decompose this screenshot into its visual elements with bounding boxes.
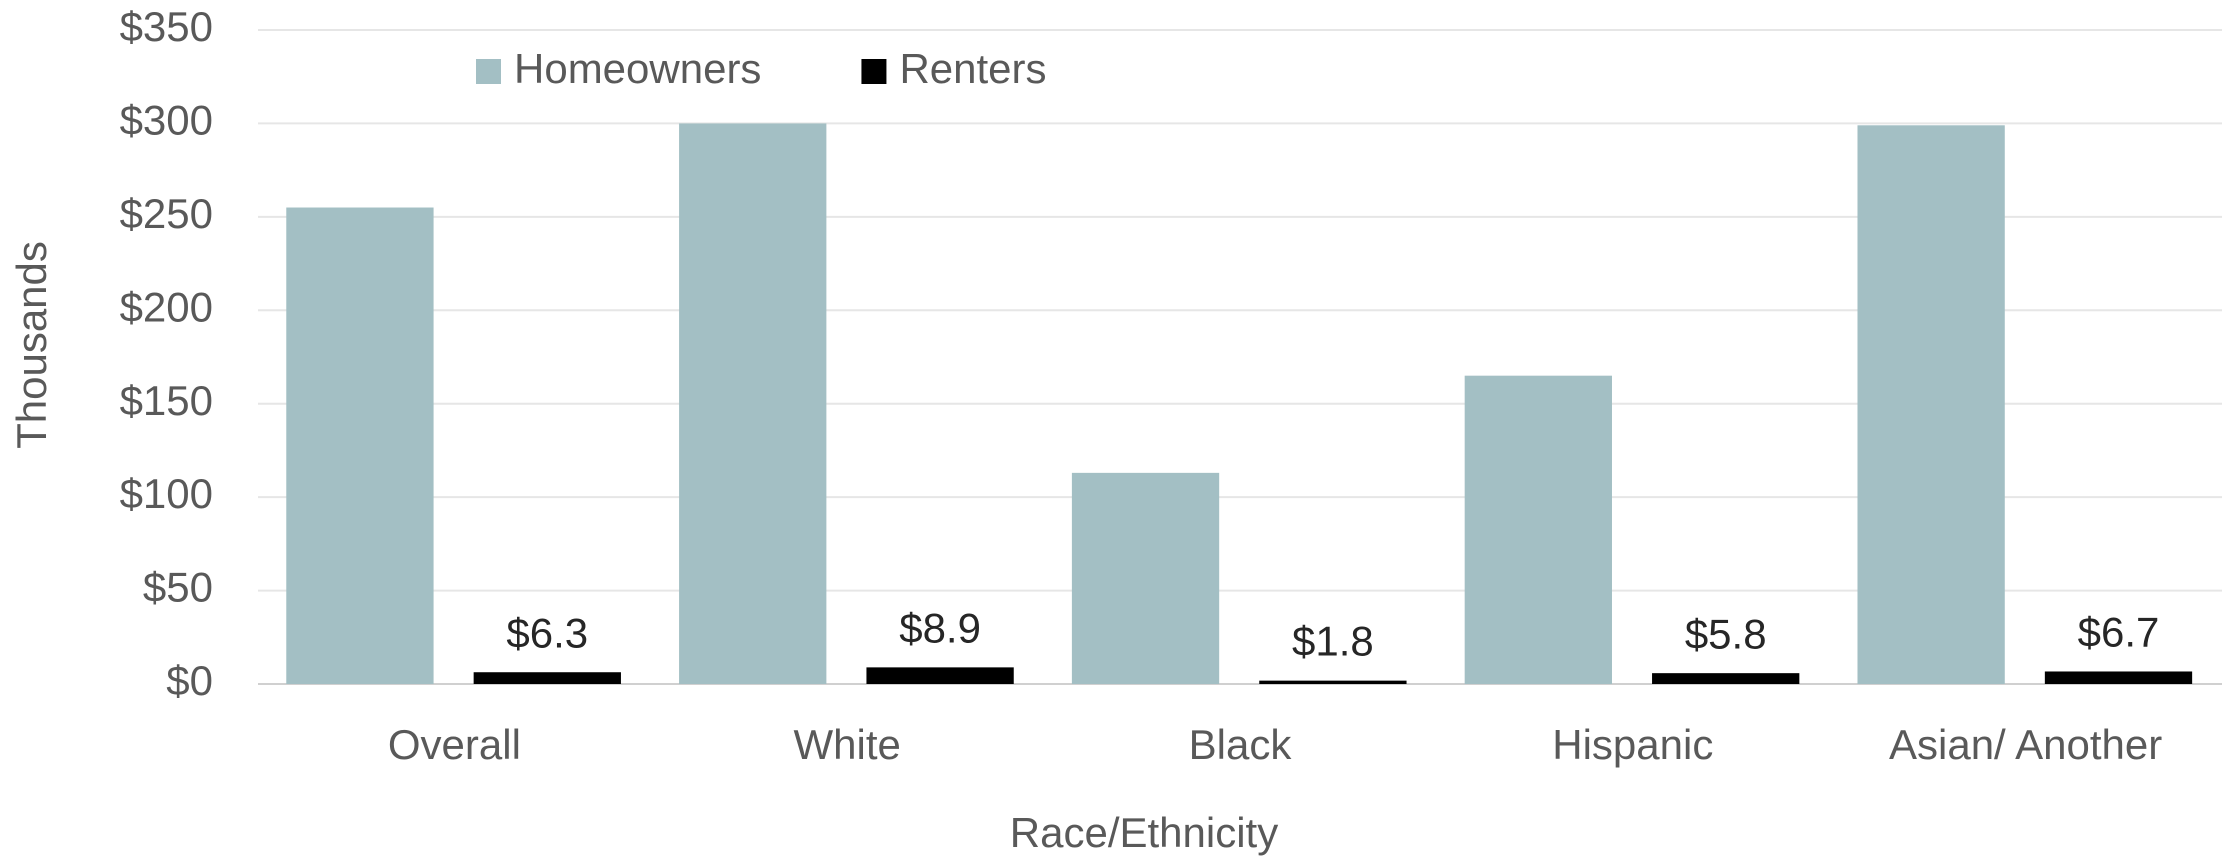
bar — [1071, 472, 1220, 684]
y-tick-label: $350 — [120, 3, 213, 50]
y-tick-label: $0 — [166, 657, 213, 704]
bar — [1464, 375, 1612, 684]
y-tick-label: $250 — [120, 190, 213, 237]
value-label: $6.7 — [2078, 609, 2160, 656]
bar — [1259, 680, 1407, 684]
value-label: $8.9 — [899, 604, 981, 651]
bar — [473, 672, 621, 684]
bar — [1652, 673, 1800, 684]
legend-swatch — [476, 59, 501, 84]
y-tick-label: $300 — [120, 97, 213, 144]
x-tick-label: Hispanic — [1552, 721, 1713, 768]
y-tick-label: $100 — [120, 470, 213, 517]
x-tick-label: Asian/ Another — [1889, 721, 2162, 768]
bar — [2044, 671, 2193, 684]
value-label: $5.8 — [1685, 610, 1767, 657]
x-tick-label: White — [794, 721, 901, 768]
bar — [679, 123, 827, 684]
legend-label: Renters — [899, 45, 1046, 92]
bar — [286, 207, 434, 684]
bar — [866, 667, 1014, 684]
bar — [1857, 125, 2005, 685]
y-tick-label: $50 — [143, 564, 213, 611]
x-axis-title: Race/Ethnicity — [1010, 809, 1278, 856]
y-tick-label: $200 — [120, 283, 213, 330]
legend-swatch — [861, 59, 887, 84]
x-tick-label: Overall — [388, 721, 521, 768]
y-axis-title: Thousands — [8, 241, 55, 449]
value-label: $1.8 — [1292, 618, 1374, 665]
x-tick-label: Black — [1189, 721, 1293, 768]
value-label: $6.3 — [506, 609, 588, 656]
legend-label: Homeowners — [514, 45, 761, 92]
y-tick-label: $150 — [120, 377, 213, 424]
